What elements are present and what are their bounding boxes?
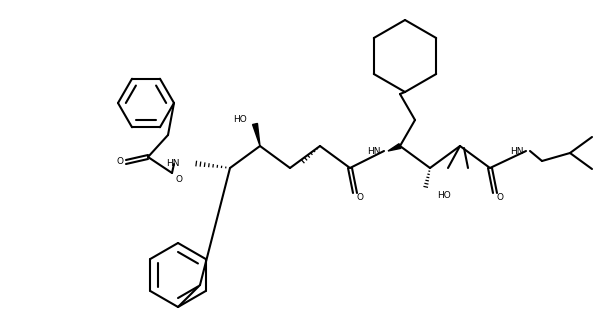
Text: HN: HN [166,160,180,168]
Polygon shape [252,123,260,146]
Polygon shape [388,144,401,151]
Text: HN: HN [367,146,381,155]
Text: HN: HN [510,146,524,155]
Text: O: O [356,194,364,203]
Text: O: O [117,158,123,167]
Text: O: O [175,175,182,184]
Text: HO: HO [437,190,451,199]
Text: HO: HO [234,115,247,123]
Text: O: O [497,194,503,203]
